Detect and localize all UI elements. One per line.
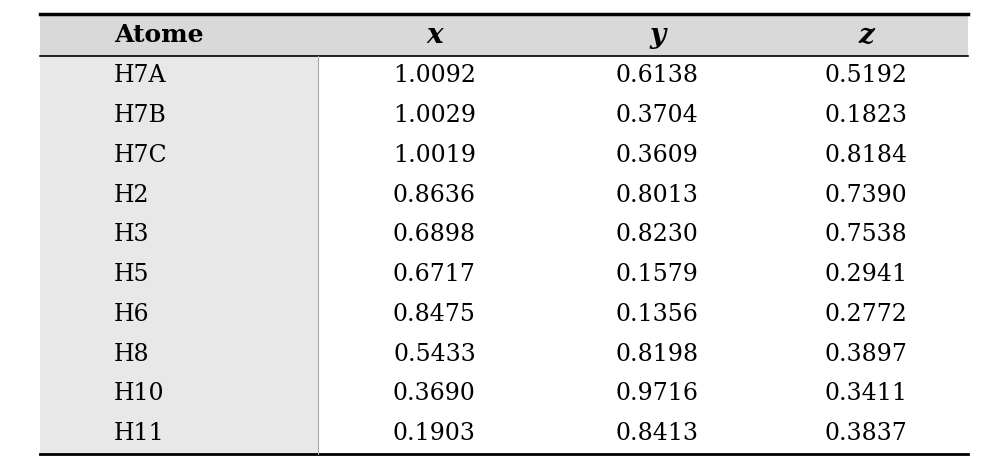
Text: 0.6138: 0.6138 xyxy=(616,64,699,88)
Text: 0.2772: 0.2772 xyxy=(824,303,907,326)
FancyBboxPatch shape xyxy=(40,96,318,135)
Text: 0.3837: 0.3837 xyxy=(824,422,907,445)
Text: 0.8184: 0.8184 xyxy=(824,144,907,167)
Text: H11: H11 xyxy=(114,422,165,445)
Text: 0.1903: 0.1903 xyxy=(393,422,476,445)
Text: 0.3411: 0.3411 xyxy=(824,383,907,405)
Text: 0.1356: 0.1356 xyxy=(616,303,699,326)
FancyBboxPatch shape xyxy=(318,135,968,175)
Text: 0.7538: 0.7538 xyxy=(824,223,907,246)
Text: Atome: Atome xyxy=(114,23,204,47)
Text: 0.8230: 0.8230 xyxy=(616,223,699,246)
FancyBboxPatch shape xyxy=(318,175,968,215)
FancyBboxPatch shape xyxy=(40,334,318,374)
Text: 0.8475: 0.8475 xyxy=(393,303,476,326)
Text: 0.3897: 0.3897 xyxy=(824,342,907,366)
Text: H6: H6 xyxy=(114,303,150,326)
FancyBboxPatch shape xyxy=(318,334,968,374)
Text: H7C: H7C xyxy=(114,144,168,167)
FancyBboxPatch shape xyxy=(318,255,968,295)
FancyBboxPatch shape xyxy=(318,295,968,334)
Text: 0.9716: 0.9716 xyxy=(616,383,699,405)
FancyBboxPatch shape xyxy=(40,295,318,334)
Text: 0.1579: 0.1579 xyxy=(616,263,699,286)
FancyBboxPatch shape xyxy=(40,135,318,175)
Text: 0.8636: 0.8636 xyxy=(393,184,476,207)
Text: 1.0019: 1.0019 xyxy=(393,144,476,167)
FancyBboxPatch shape xyxy=(40,215,318,255)
FancyBboxPatch shape xyxy=(318,414,968,454)
Text: 1.0029: 1.0029 xyxy=(393,104,476,127)
FancyBboxPatch shape xyxy=(318,374,968,414)
FancyBboxPatch shape xyxy=(40,56,318,96)
FancyBboxPatch shape xyxy=(40,255,318,295)
FancyBboxPatch shape xyxy=(40,374,318,414)
FancyBboxPatch shape xyxy=(40,14,968,56)
Text: 0.3609: 0.3609 xyxy=(616,144,699,167)
Text: 0.7390: 0.7390 xyxy=(824,184,907,207)
Text: 0.8413: 0.8413 xyxy=(616,422,699,445)
Text: 0.1823: 0.1823 xyxy=(824,104,907,127)
FancyBboxPatch shape xyxy=(318,215,968,255)
Text: H2: H2 xyxy=(114,184,150,207)
Text: H8: H8 xyxy=(114,342,150,366)
Text: 0.8198: 0.8198 xyxy=(616,342,699,366)
FancyBboxPatch shape xyxy=(40,414,318,454)
Text: 0.5433: 0.5433 xyxy=(393,342,476,366)
Text: y: y xyxy=(649,22,666,49)
Text: 0.6717: 0.6717 xyxy=(393,263,476,286)
FancyBboxPatch shape xyxy=(318,96,968,135)
Text: H5: H5 xyxy=(114,263,150,286)
Text: H10: H10 xyxy=(114,383,165,405)
Text: 0.5192: 0.5192 xyxy=(824,64,907,88)
Text: 0.6898: 0.6898 xyxy=(393,223,476,246)
Text: z: z xyxy=(858,22,874,49)
Text: H7A: H7A xyxy=(114,64,167,88)
Text: 1.0092: 1.0092 xyxy=(393,64,476,88)
FancyBboxPatch shape xyxy=(318,56,968,96)
Text: 0.3704: 0.3704 xyxy=(616,104,699,127)
Text: x: x xyxy=(426,22,443,49)
Text: 0.3690: 0.3690 xyxy=(393,383,476,405)
FancyBboxPatch shape xyxy=(40,175,318,215)
Text: H7B: H7B xyxy=(114,104,167,127)
Text: H3: H3 xyxy=(114,223,150,246)
Text: 0.2941: 0.2941 xyxy=(824,263,907,286)
Text: 0.8013: 0.8013 xyxy=(616,184,699,207)
